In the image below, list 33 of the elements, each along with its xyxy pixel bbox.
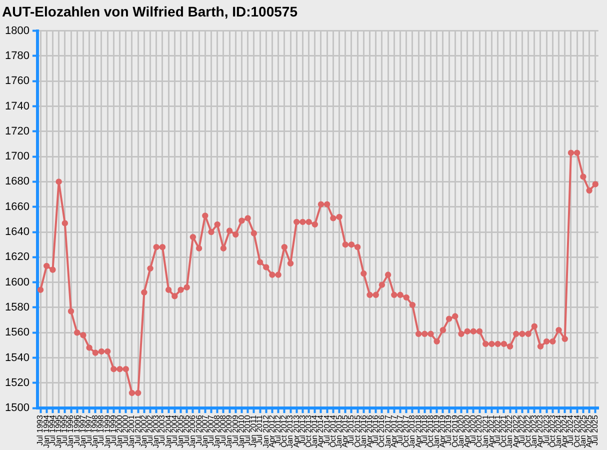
x-tick-label: Jul 2006 xyxy=(194,414,204,446)
y-tick-label: 1700 xyxy=(4,150,30,163)
y-tick-label: 1600 xyxy=(4,276,30,288)
x-tick-label: Jul 2003 xyxy=(158,414,167,446)
y-tick-label: 1500 xyxy=(4,402,30,414)
x-tick-label: Jul 1996 xyxy=(72,414,82,446)
x-tick-label: Jul 2025 xyxy=(590,414,600,446)
y-tick-label: 1660 xyxy=(4,200,30,213)
x-tick-label: Jul 1994 xyxy=(48,414,57,446)
y-tick-label: 1620 xyxy=(4,251,30,264)
x-tick-label: Jul 1999 xyxy=(108,414,118,446)
y-tick-label: 1720 xyxy=(4,125,30,138)
x-tick-label: Jul 2009 xyxy=(230,414,240,446)
y-tick-label: 1540 xyxy=(4,352,30,364)
y-tick-label: 1560 xyxy=(4,326,30,339)
x-tick-label: Jul 2001 xyxy=(133,414,142,446)
x-tick-label: Oct 2022 xyxy=(524,414,532,448)
x-tick-label: Jul 1998 xyxy=(96,414,106,446)
chart-title: AUT-Elozahlen von Wilfried Barth, ID:100575 xyxy=(2,3,298,20)
y-tick-label: 1740 xyxy=(4,100,30,112)
y-tick-label: 1640 xyxy=(4,226,30,238)
y-tick-label: 1580 xyxy=(4,302,30,314)
x-tick-label: Oct 2013 xyxy=(304,414,313,448)
y-tick-label: 1760 xyxy=(4,75,30,88)
y-tick-label: 1780 xyxy=(4,50,30,62)
x-tick-label: Jul 2002 xyxy=(145,414,154,446)
y-tick-label: 1680 xyxy=(4,176,30,188)
x-tick-label: Jul 1993 xyxy=(36,414,45,446)
y-tick-label: 1800 xyxy=(4,24,30,37)
x-tick-label: Jul 2004 xyxy=(170,414,179,446)
x-tick-label: Jul 2007 xyxy=(206,414,216,446)
y-tick-label: 1520 xyxy=(4,376,30,389)
x-tick-label: Jul 1997 xyxy=(84,414,94,446)
